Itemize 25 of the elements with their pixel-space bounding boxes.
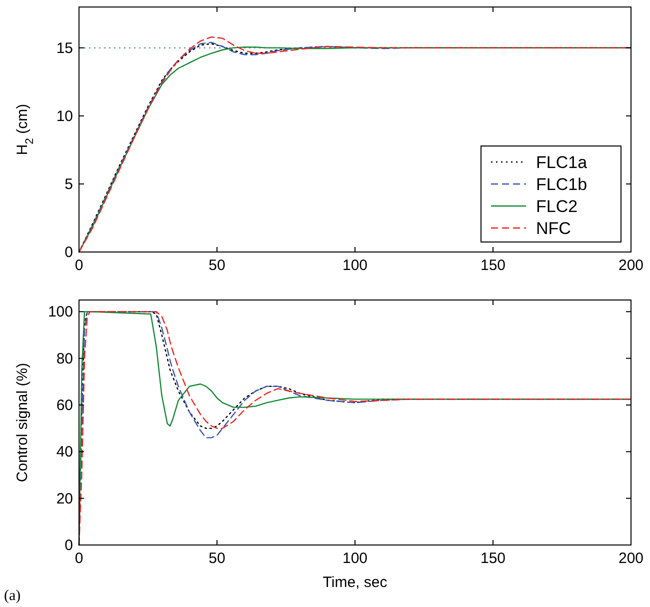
y-tick-label: 0 xyxy=(64,537,73,554)
y-tick-label: 80 xyxy=(56,350,73,368)
legend-label: NFC xyxy=(536,219,571,238)
y-tick-label: 20 xyxy=(56,490,73,508)
x-tick-label: 50 xyxy=(208,257,226,274)
x-tick-label: 50 xyxy=(208,550,226,567)
legend-label: FLC1b xyxy=(536,175,588,194)
x-tick-label: 100 xyxy=(342,550,368,567)
x-tick-label: 200 xyxy=(618,550,644,567)
x-axis-title: Time, sec xyxy=(322,574,388,591)
text: (a) xyxy=(4,588,21,604)
y-tick-label: 5 xyxy=(64,176,73,193)
y-tick-label: 10 xyxy=(56,108,73,125)
legend-label: FLC1a xyxy=(536,153,588,172)
legend-label: FLC2 xyxy=(536,197,578,216)
y-axis-title: Control signal (%) xyxy=(14,362,31,482)
y-tick-label: 60 xyxy=(56,397,73,414)
y-tick-label: 0 xyxy=(64,244,73,261)
y-tick-label: 100 xyxy=(48,304,73,321)
y-tick-label: 15 xyxy=(56,40,73,57)
y-tick-label: 40 xyxy=(56,444,73,461)
x-tick-label: 100 xyxy=(342,257,368,274)
x-tick-label: 150 xyxy=(480,550,506,567)
x-tick-label: 150 xyxy=(480,257,506,274)
x-tick-label: 200 xyxy=(618,257,644,274)
